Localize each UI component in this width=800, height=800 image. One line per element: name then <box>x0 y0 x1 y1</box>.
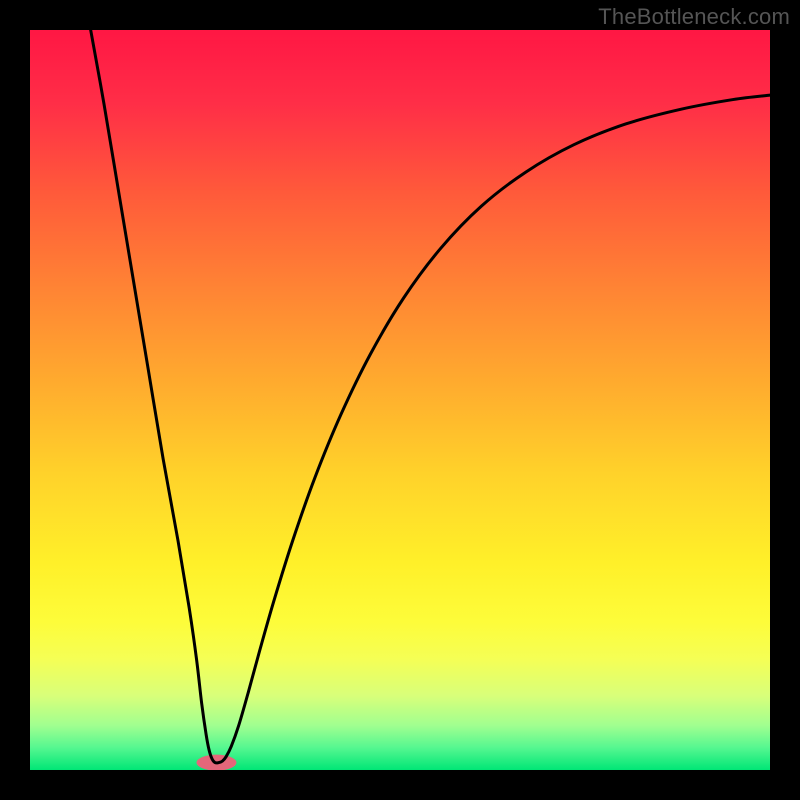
bottleneck-curve-chart <box>0 0 800 800</box>
chart-border <box>0 0 30 800</box>
chart-border <box>0 770 800 800</box>
chart-border <box>770 0 800 800</box>
watermark-text: TheBottleneck.com <box>598 4 790 30</box>
chart-background <box>30 30 770 770</box>
